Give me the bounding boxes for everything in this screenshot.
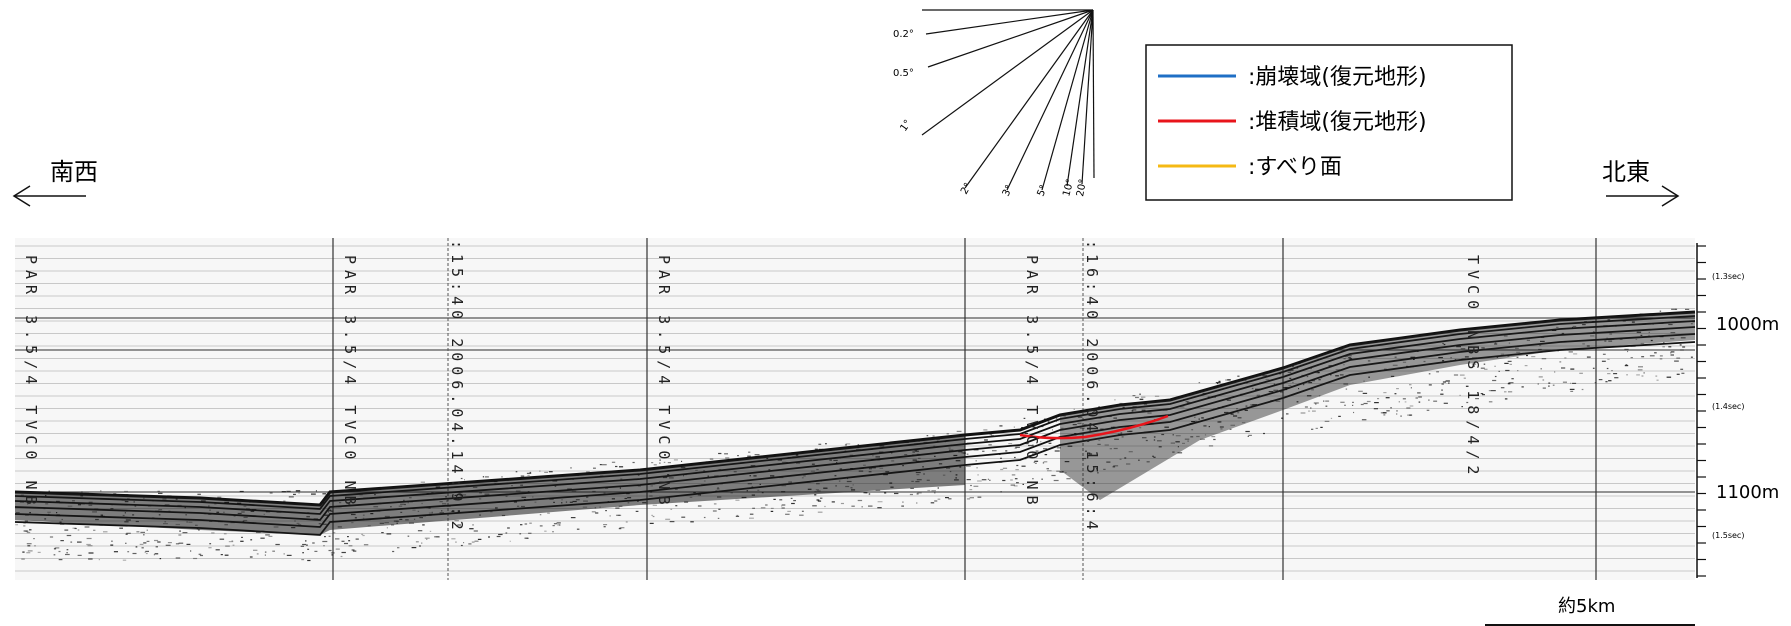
direction-right-label: 北東 (1602, 158, 1650, 186)
depth-axis: 1000m 1100m (1.3sec) (1.4sec) (1.5sec) (1696, 243, 1779, 578)
scale-bar: 約5km (1485, 596, 1695, 626)
legend-label: :すべり面 (1248, 155, 1342, 180)
record-gridlines (15, 245, 1695, 572)
legend-label: :堆積域(復元地形) (1248, 110, 1427, 135)
fix-label: PAR 3.5/4 TVC0 NB (22, 255, 40, 511)
fix-label-right: TVC0 NBS 18/4/2 (1464, 255, 1482, 480)
direction-northeast: 北東 (1602, 158, 1680, 207)
depth-label-1000m: 1000m (1716, 314, 1779, 335)
time-label-1.4sec: (1.4sec) (1712, 402, 1744, 411)
direction-southwest: 南西 (12, 158, 98, 207)
fix-label: PAR 3.5/4 TVC0 NB (655, 255, 673, 511)
legend-label: :崩壊域(復元地形) (1248, 65, 1427, 90)
fix-label: PAR 3.5/4 TVC0 NB (341, 255, 359, 511)
slope-angle-label: 3° (1001, 183, 1016, 198)
fix-marker-lines (332, 238, 1597, 580)
profile-annotations: PAR 3.5/4 TVC0 NB PAR 3.5/4 TVC0 NB PAR 3.… (22, 240, 1482, 535)
time-stamp-label: :15:40 2006.04.14:9:2 (448, 240, 466, 535)
slope-angle-label: 0.2° (893, 29, 914, 40)
seismic-profile-panel: PAR 3.5/4 TVC0 NB PAR 3.5/4 TVC0 NB PAR 3.… (14, 238, 1696, 580)
legend: :崩壊域(復元地形) :堆積域(復元地形) :すべり面 (1145, 44, 1513, 201)
depth-label-1100m: 1100m (1716, 482, 1779, 503)
direction-left-label: 南西 (50, 158, 98, 186)
slope-angle-label: 0.5° (893, 68, 914, 79)
deposit-area-line (1019, 414, 1169, 440)
time-label-1.3sec: (1.3sec) (1712, 272, 1744, 281)
time-stamp-label: :16:40 2006.04.15:6:4 (1083, 240, 1101, 535)
fix-label: PAR 3.5/4 TVC0 NB (1023, 255, 1041, 511)
slope-angle-label: 10° (1061, 178, 1076, 198)
slope-angle-label: 1° (898, 118, 914, 134)
time-label-1.5sec: (1.5sec) (1712, 531, 1744, 540)
slope-angle-scale: 0.2° 0.5° 1° 2° 3° 5° 10°20° (893, 9, 1095, 198)
reflection-noise (15, 308, 1695, 562)
slope-angle-label: 5° (1036, 183, 1050, 198)
scale-bar-label: 約5km (1558, 596, 1615, 617)
slope-angle-label: 20° (1075, 178, 1089, 197)
slope-angle-label: 2° (959, 181, 974, 196)
